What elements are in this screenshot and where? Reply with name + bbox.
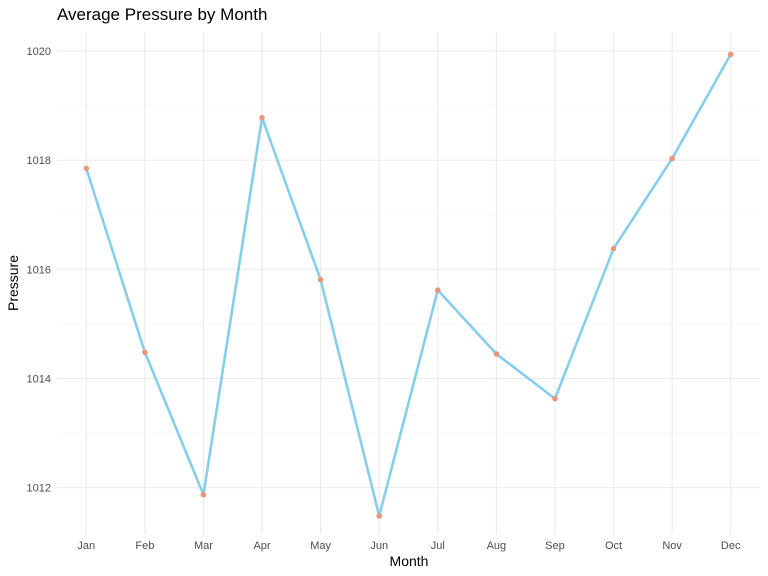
y-axis-title: Pressure: [5, 255, 21, 311]
y-tick-label: 1020: [27, 46, 51, 58]
chart-title: Average Pressure by Month: [57, 5, 267, 24]
x-tick-label: Jan: [77, 540, 95, 552]
data-point: [317, 276, 324, 283]
data-point: [200, 491, 207, 498]
data-point: [142, 349, 148, 356]
x-tick-label: Dec: [721, 540, 741, 552]
x-tick-label: Oct: [605, 540, 622, 552]
data-point: [83, 165, 90, 172]
x-tick-label: Mar: [194, 540, 213, 552]
data-point: [669, 155, 675, 162]
x-tick-label: Aug: [487, 540, 507, 552]
data-point: [493, 351, 500, 357]
y-tick-label: 1018: [27, 155, 51, 167]
x-tick-label: Jul: [431, 540, 445, 552]
data-point: [434, 287, 441, 293]
data-point: [610, 245, 617, 252]
gridlines: [57, 32, 760, 534]
y-tick-label: 1012: [27, 483, 51, 495]
data-point: [552, 395, 558, 402]
x-axis-title: Month: [390, 553, 429, 569]
x-tick-label: Nov: [662, 540, 682, 552]
data-point: [376, 513, 383, 519]
series-group: [83, 51, 734, 519]
x-tick-label: Feb: [135, 540, 154, 552]
x-tick-labels: Jan Feb Mar Apr May Jun Jul Aug Sep Oct Nov Dec: [77, 540, 741, 552]
series-line: [84, 53, 733, 518]
x-tick-label: Apr: [253, 540, 270, 552]
data-point: [259, 114, 265, 121]
y-tick-label: 1014: [27, 373, 51, 385]
y-tick-labels: 1012 1014 1016 1018 1020: [27, 46, 51, 495]
x-tick-label: Sep: [545, 540, 565, 552]
data-point: [727, 51, 734, 58]
x-tick-label: Jun: [370, 540, 388, 552]
y-tick-label: 1016: [27, 264, 51, 276]
x-tick-label: May: [310, 540, 331, 552]
